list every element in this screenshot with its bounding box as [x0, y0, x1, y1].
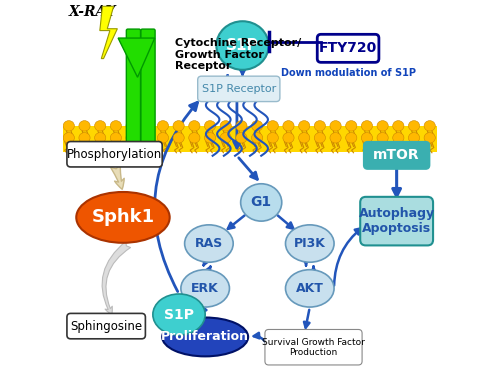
Ellipse shape [408, 133, 420, 143]
Ellipse shape [173, 133, 184, 143]
Ellipse shape [216, 21, 268, 70]
Text: S1P: S1P [226, 38, 259, 53]
Ellipse shape [330, 133, 341, 143]
Ellipse shape [283, 121, 294, 131]
Ellipse shape [424, 121, 436, 131]
Polygon shape [118, 38, 154, 77]
Ellipse shape [408, 121, 420, 131]
FancyBboxPatch shape [67, 314, 146, 339]
Ellipse shape [267, 121, 278, 131]
Bar [63, 137, 437, 152]
Ellipse shape [362, 121, 372, 131]
FancyBboxPatch shape [317, 34, 379, 62]
FancyBboxPatch shape [67, 141, 162, 167]
Ellipse shape [252, 121, 262, 131]
Ellipse shape [298, 121, 310, 131]
Ellipse shape [424, 133, 436, 143]
Ellipse shape [188, 133, 200, 143]
Text: PI3K: PI3K [294, 237, 326, 250]
Ellipse shape [184, 225, 233, 262]
Ellipse shape [110, 133, 122, 143]
Ellipse shape [392, 121, 404, 131]
Text: S1P: S1P [164, 308, 194, 321]
Text: Survival Growth Factor
Production: Survival Growth Factor Production [262, 338, 365, 357]
Ellipse shape [94, 121, 106, 131]
Ellipse shape [252, 133, 262, 143]
Ellipse shape [220, 133, 232, 143]
Ellipse shape [162, 318, 248, 356]
Ellipse shape [236, 133, 247, 143]
Ellipse shape [392, 133, 404, 143]
Ellipse shape [330, 121, 341, 131]
Text: AKT: AKT [296, 282, 324, 295]
Text: ERK: ERK [192, 282, 219, 295]
FancyBboxPatch shape [141, 29, 155, 153]
Ellipse shape [298, 133, 310, 143]
FancyBboxPatch shape [265, 330, 362, 365]
Ellipse shape [377, 133, 388, 143]
Ellipse shape [362, 133, 372, 143]
Ellipse shape [63, 133, 74, 143]
Ellipse shape [204, 121, 216, 131]
Ellipse shape [286, 270, 334, 307]
Ellipse shape [283, 133, 294, 143]
Ellipse shape [126, 133, 137, 143]
Ellipse shape [346, 121, 357, 131]
Text: mTOR: mTOR [374, 148, 420, 162]
Ellipse shape [110, 121, 122, 131]
Ellipse shape [173, 121, 184, 131]
Ellipse shape [79, 121, 90, 131]
Text: Phosphorylation: Phosphorylation [67, 148, 162, 161]
Text: X-RAY: X-RAY [69, 4, 116, 19]
Bar [63, 126, 437, 141]
Ellipse shape [314, 121, 326, 131]
Ellipse shape [94, 133, 106, 143]
Text: Autophagy
Apoptosis: Autophagy Apoptosis [358, 207, 434, 235]
Ellipse shape [346, 133, 357, 143]
Ellipse shape [142, 121, 153, 131]
Text: Sphk1: Sphk1 [92, 209, 154, 226]
Text: S1P Receptor: S1P Receptor [202, 84, 276, 94]
Text: G1: G1 [250, 195, 272, 210]
FancyBboxPatch shape [360, 197, 433, 245]
Text: Proliferation: Proliferation [161, 330, 249, 344]
Polygon shape [100, 6, 117, 59]
Ellipse shape [153, 294, 205, 335]
Ellipse shape [314, 133, 326, 143]
Ellipse shape [63, 121, 74, 131]
Ellipse shape [142, 133, 153, 143]
FancyBboxPatch shape [364, 142, 430, 169]
Text: RAS: RAS [195, 237, 223, 250]
Text: Sphingosine: Sphingosine [70, 320, 142, 333]
Ellipse shape [126, 121, 137, 131]
FancyBboxPatch shape [126, 29, 140, 153]
Ellipse shape [158, 121, 168, 131]
Ellipse shape [220, 121, 232, 131]
Ellipse shape [79, 133, 90, 143]
Text: FTY720: FTY720 [319, 41, 377, 56]
Ellipse shape [240, 184, 282, 221]
Ellipse shape [204, 133, 216, 143]
Ellipse shape [236, 121, 247, 131]
Ellipse shape [188, 121, 200, 131]
Text: Down modulation of S1P: Down modulation of S1P [280, 68, 415, 78]
Ellipse shape [286, 225, 334, 262]
FancyBboxPatch shape [198, 76, 280, 102]
Ellipse shape [181, 270, 230, 307]
Ellipse shape [158, 133, 168, 143]
Ellipse shape [377, 121, 388, 131]
Ellipse shape [267, 133, 278, 143]
Ellipse shape [76, 192, 170, 243]
Text: Cytochine Receptor/
Growth Factor
Receptor: Cytochine Receptor/ Growth Factor Recept… [176, 38, 302, 72]
